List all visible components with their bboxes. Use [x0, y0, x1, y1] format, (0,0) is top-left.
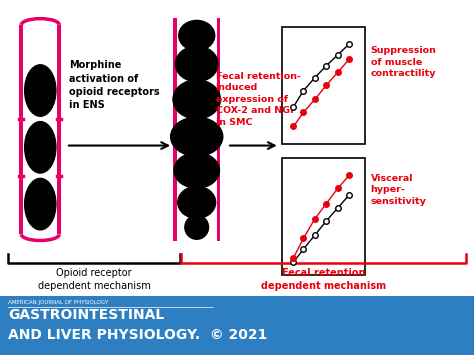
- Text: Opioid receptor
dependent mechanism: Opioid receptor dependent mechanism: [38, 268, 150, 291]
- Ellipse shape: [175, 46, 218, 82]
- Ellipse shape: [171, 117, 223, 156]
- Text: Suppression
of muscle
contractility: Suppression of muscle contractility: [371, 46, 437, 78]
- Ellipse shape: [174, 153, 219, 188]
- Text: Visceral
hyper-
sensitivity: Visceral hyper- sensitivity: [371, 174, 427, 206]
- Ellipse shape: [25, 121, 56, 173]
- Ellipse shape: [179, 21, 215, 51]
- Text: Morphine
activation of
opioid receptors
in ENS: Morphine activation of opioid receptors …: [69, 60, 159, 110]
- Bar: [217, 18, 220, 241]
- Ellipse shape: [25, 65, 56, 116]
- Ellipse shape: [185, 215, 209, 239]
- Text: Fecal retention
dependent mechanism: Fecal retention dependent mechanism: [261, 268, 386, 291]
- Bar: [57, 25, 61, 234]
- Ellipse shape: [25, 178, 56, 230]
- Text: AND LIVER PHYSIOLOGY.  © 2021: AND LIVER PHYSIOLOGY. © 2021: [8, 328, 267, 342]
- Bar: [282, 158, 365, 275]
- Text: AMERICAN JOURNAL OF PHYSIOLOGY: AMERICAN JOURNAL OF PHYSIOLOGY: [8, 300, 108, 305]
- Text: GASTROINTESTINAL: GASTROINTESTINAL: [8, 308, 164, 322]
- Text: Fecal retention-
induced
expression of
COX-2 and NGF
in SMC: Fecal retention- induced expression of C…: [216, 72, 301, 127]
- Ellipse shape: [173, 80, 220, 119]
- Ellipse shape: [178, 186, 216, 218]
- Bar: [19, 25, 23, 234]
- Bar: [173, 18, 177, 241]
- Bar: [0, 296, 474, 355]
- Bar: [282, 27, 365, 144]
